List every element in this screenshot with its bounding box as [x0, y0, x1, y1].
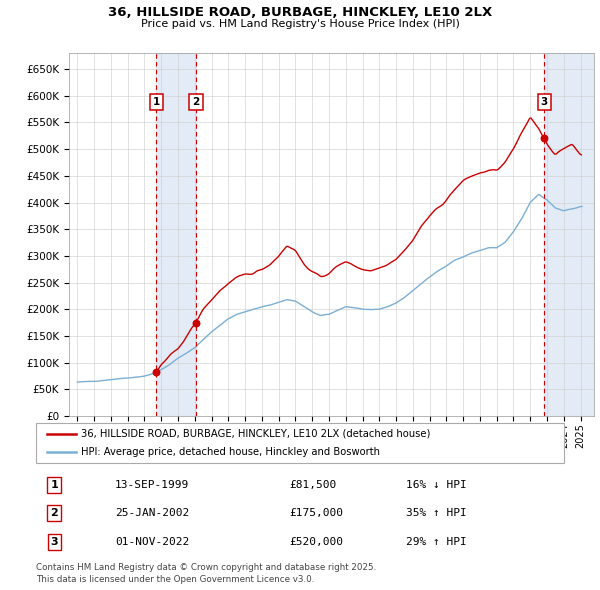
Text: 01-NOV-2022: 01-NOV-2022	[115, 537, 190, 546]
Point	[152, 368, 161, 377]
Text: Price paid vs. HM Land Registry's House Price Index (HPI): Price paid vs. HM Land Registry's House …	[140, 19, 460, 29]
Text: 29% ↑ HPI: 29% ↑ HPI	[406, 537, 466, 546]
Text: 25-JAN-2002: 25-JAN-2002	[115, 509, 190, 518]
Text: £81,500: £81,500	[289, 480, 337, 490]
Text: 16% ↓ HPI: 16% ↓ HPI	[406, 480, 466, 490]
Point	[191, 318, 201, 327]
Text: 3: 3	[50, 537, 58, 546]
Text: 2: 2	[193, 97, 200, 107]
Point	[539, 134, 549, 143]
Text: 35% ↑ HPI: 35% ↑ HPI	[406, 509, 466, 518]
Text: HPI: Average price, detached house, Hinckley and Bosworth: HPI: Average price, detached house, Hinc…	[81, 447, 380, 457]
Text: 1: 1	[50, 480, 58, 490]
Bar	[544, 53, 594, 416]
Text: 36, HILLSIDE ROAD, BURBAGE, HINCKLEY, LE10 2LX (detached house): 36, HILLSIDE ROAD, BURBAGE, HINCKLEY, LE…	[81, 429, 430, 439]
Text: Contains HM Land Registry data © Crown copyright and database right 2025.
This d: Contains HM Land Registry data © Crown c…	[36, 563, 376, 584]
Text: £520,000: £520,000	[289, 537, 343, 546]
Text: 3: 3	[541, 97, 548, 107]
Text: 2: 2	[50, 509, 58, 518]
Bar	[157, 53, 196, 416]
Text: £175,000: £175,000	[289, 509, 343, 518]
Text: 36, HILLSIDE ROAD, BURBAGE, HINCKLEY, LE10 2LX: 36, HILLSIDE ROAD, BURBAGE, HINCKLEY, LE…	[108, 6, 492, 19]
Text: 13-SEP-1999: 13-SEP-1999	[115, 480, 190, 490]
Text: 1: 1	[153, 97, 160, 107]
